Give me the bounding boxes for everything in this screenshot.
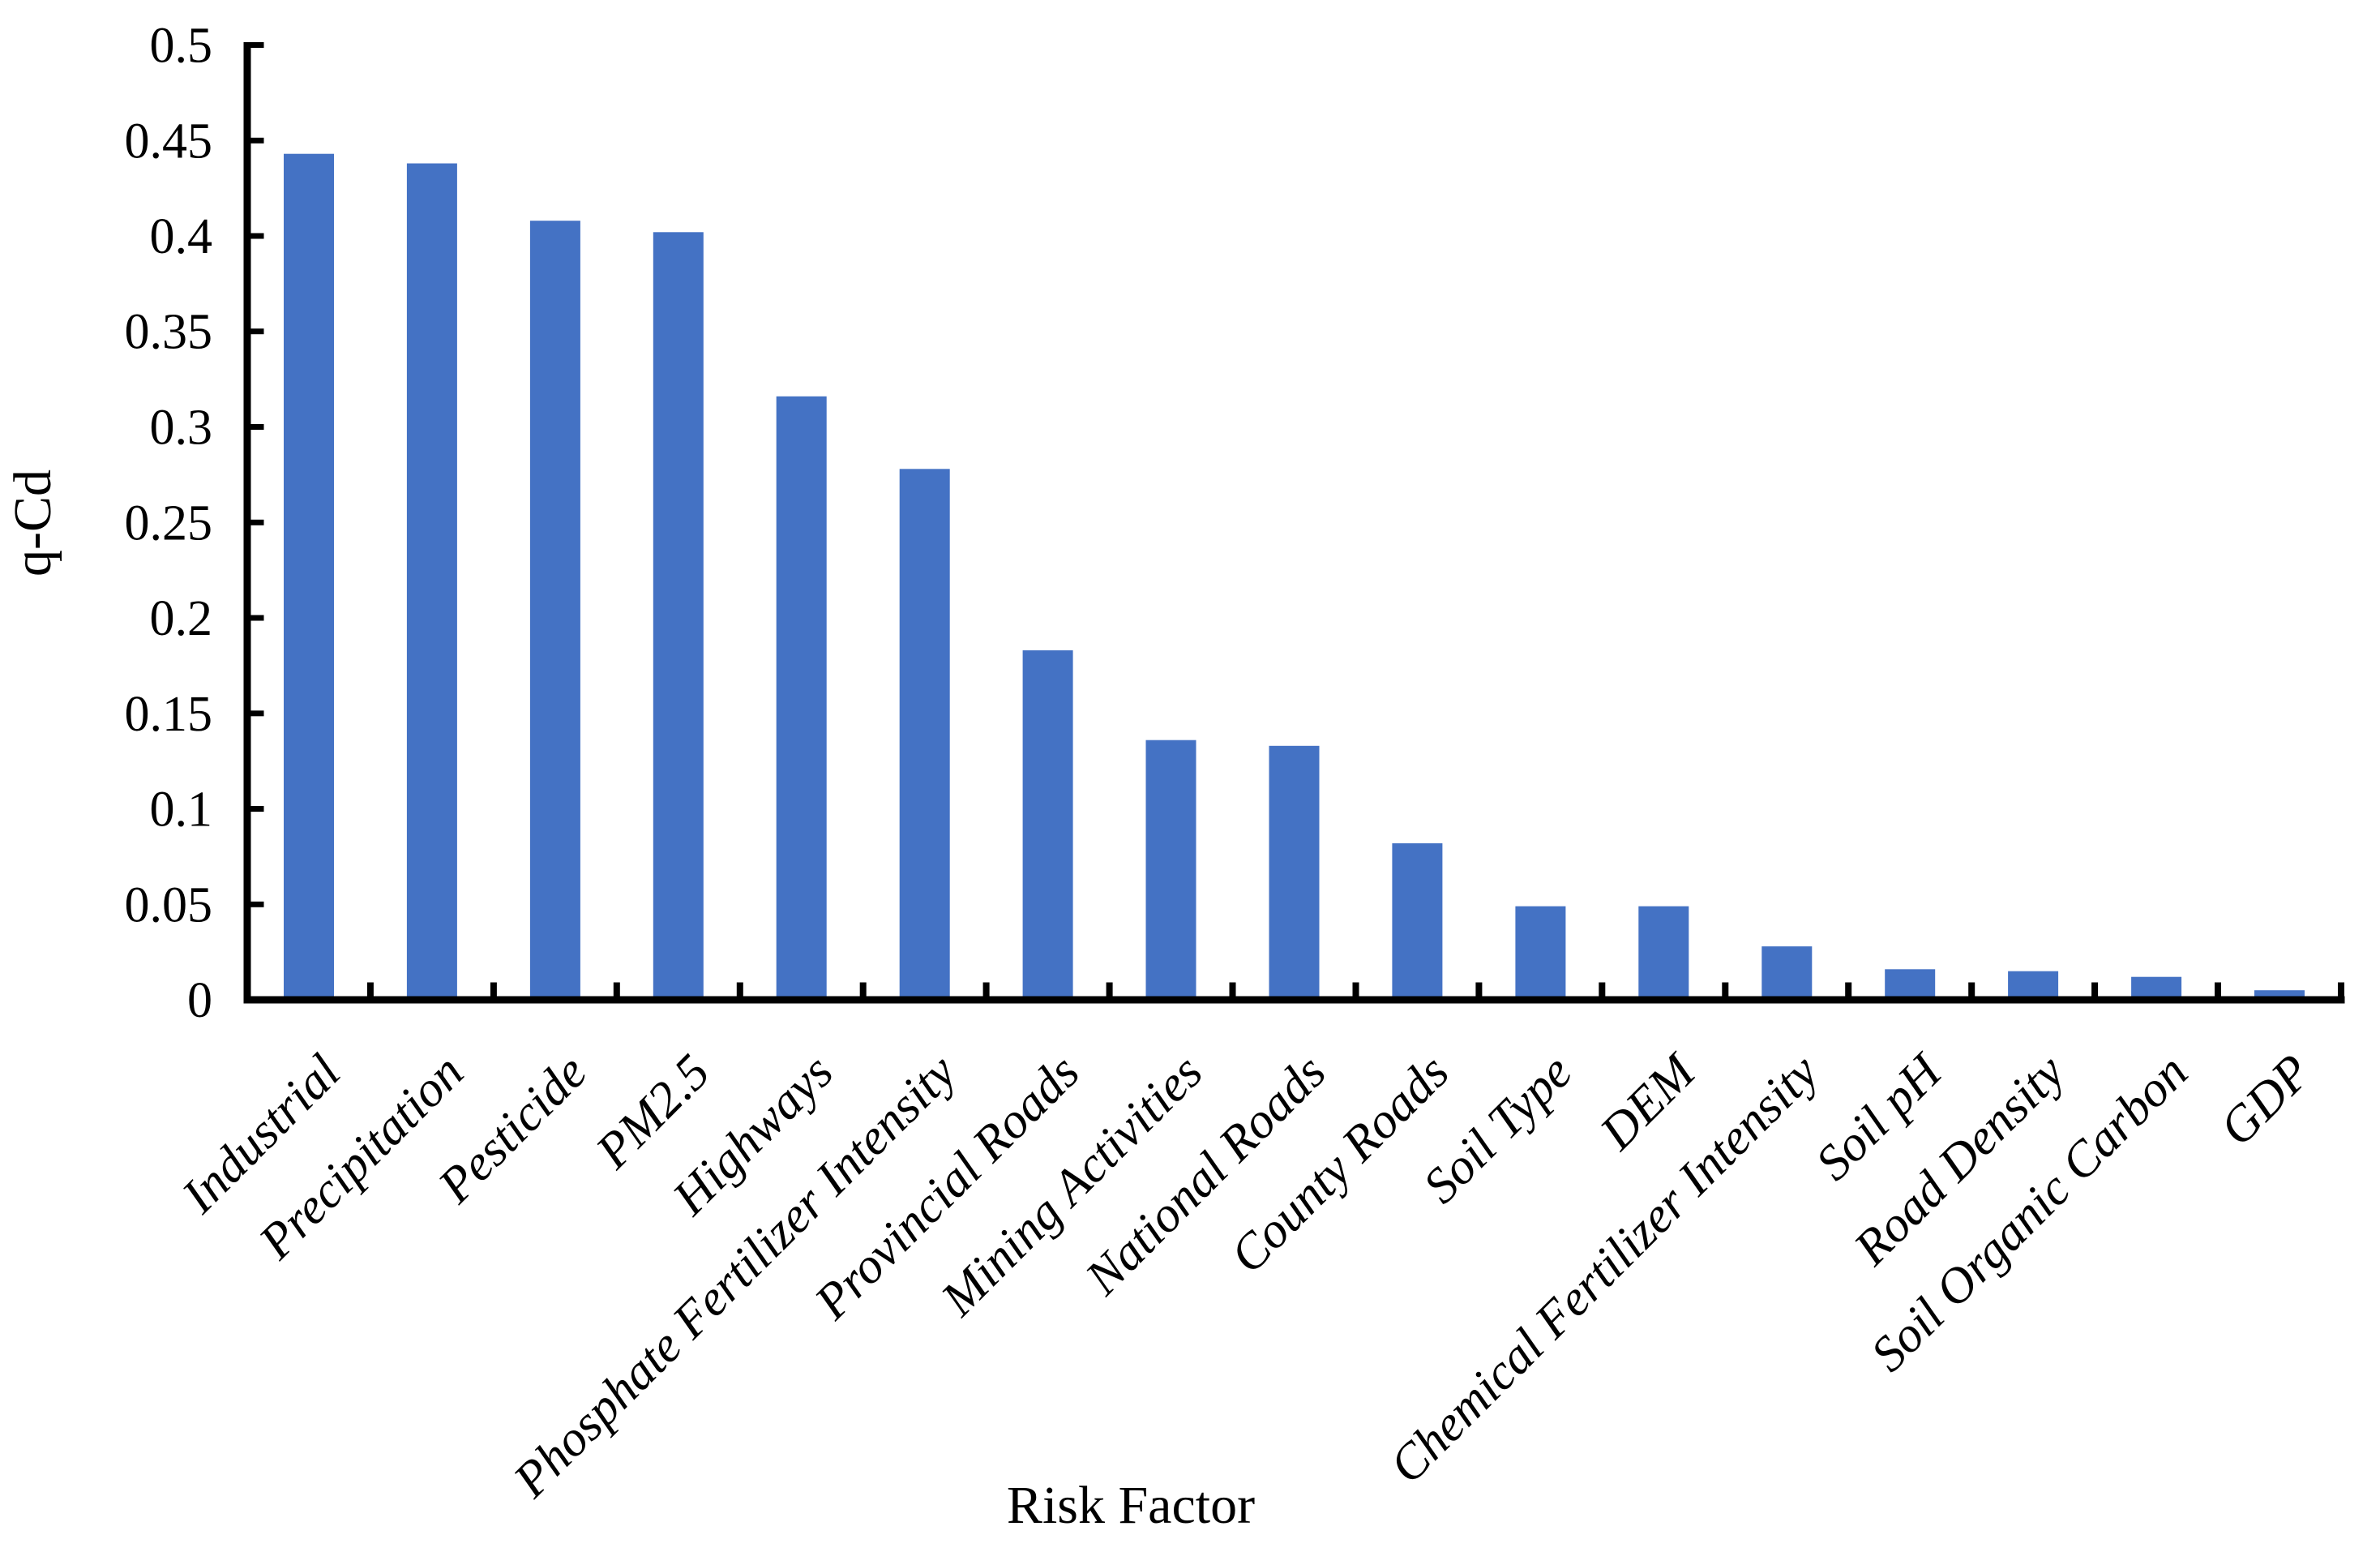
y-tick-label: 0.05 (125, 877, 213, 933)
y-tick-label: 0.5 (150, 19, 213, 74)
y-tick-label: 0.2 (150, 591, 213, 646)
x-tick (613, 982, 620, 997)
y-tick (250, 901, 264, 907)
bar-mining-activities (1145, 740, 1196, 1002)
y-tick-labels-group: 0 0.05 0.1 0.15 0.2 0.25 0.3 0.35 0.4 0.45 0.5 (125, 19, 213, 1029)
axes-group (243, 42, 2345, 1004)
y-tick (250, 806, 264, 812)
x-tick (2215, 982, 2221, 997)
x-tick (2338, 982, 2344, 997)
x-tick (366, 982, 374, 997)
x-category-label-dem: DEM (1589, 1042, 1707, 1160)
x-tick (1722, 982, 1729, 997)
y-tick-label: 0 (187, 973, 212, 1028)
y-tick-label: 0.15 (125, 687, 213, 742)
bar-national-roads (1269, 745, 1320, 1002)
y-tick (250, 615, 264, 621)
x-category-labels-group: IndustrialPrecipitationPesticidePM2.5Hig… (171, 1042, 2322, 1508)
x-tick (736, 982, 743, 997)
x-tick (1968, 982, 1975, 997)
x-tick (1352, 982, 1359, 997)
y-tick (250, 424, 264, 430)
y-tick-label: 0.3 (150, 401, 213, 456)
bar-county-roads (1392, 843, 1443, 1002)
y-tick-label: 0.1 (150, 782, 213, 838)
bar-soil-type (1515, 906, 1566, 1002)
bar-industrial (284, 153, 334, 1003)
x-axis-line (243, 996, 2345, 1004)
x-category-label-gdp: GDP (2210, 1044, 2322, 1156)
bar-pm2-5 (653, 232, 704, 1002)
bar-provincial-roads (1022, 650, 1073, 1002)
y-tick (250, 42, 264, 48)
x-tick (1475, 982, 1483, 997)
bars-group (284, 153, 2305, 1003)
x-tick (1229, 982, 1236, 997)
x-tick (2091, 982, 2099, 997)
x-tick (859, 982, 867, 997)
y-tick (250, 328, 264, 335)
y-axis-title: q-Cd (3, 470, 62, 577)
x-tick (982, 982, 990, 997)
y-tick-label: 0.45 (125, 114, 213, 169)
bar-precipitation (406, 163, 457, 1002)
bar-highways (776, 396, 827, 1002)
x-tick (1106, 982, 1113, 997)
x-tick (1599, 982, 1606, 997)
bar-dem (1638, 906, 1689, 1002)
y-tick (250, 710, 264, 717)
x-tick (244, 982, 250, 997)
y-tick-label: 0.35 (125, 305, 213, 360)
y-tick-label: 0.25 (125, 495, 213, 551)
bar-phosphate-fertilizer-intensity (899, 469, 950, 1002)
x-axis-title: Risk Factor (1007, 1476, 1255, 1535)
x-tick (490, 982, 497, 997)
y-tick (250, 519, 264, 525)
x-tick (1845, 982, 1852, 997)
y-axis-line (243, 42, 251, 1004)
bar-chemical-fertilizer-intensity (1761, 946, 1813, 1002)
y-tick (250, 137, 264, 144)
bar-pesticide (529, 221, 580, 1002)
y-tick (250, 233, 264, 239)
y-tick-label: 0.4 (150, 209, 213, 264)
